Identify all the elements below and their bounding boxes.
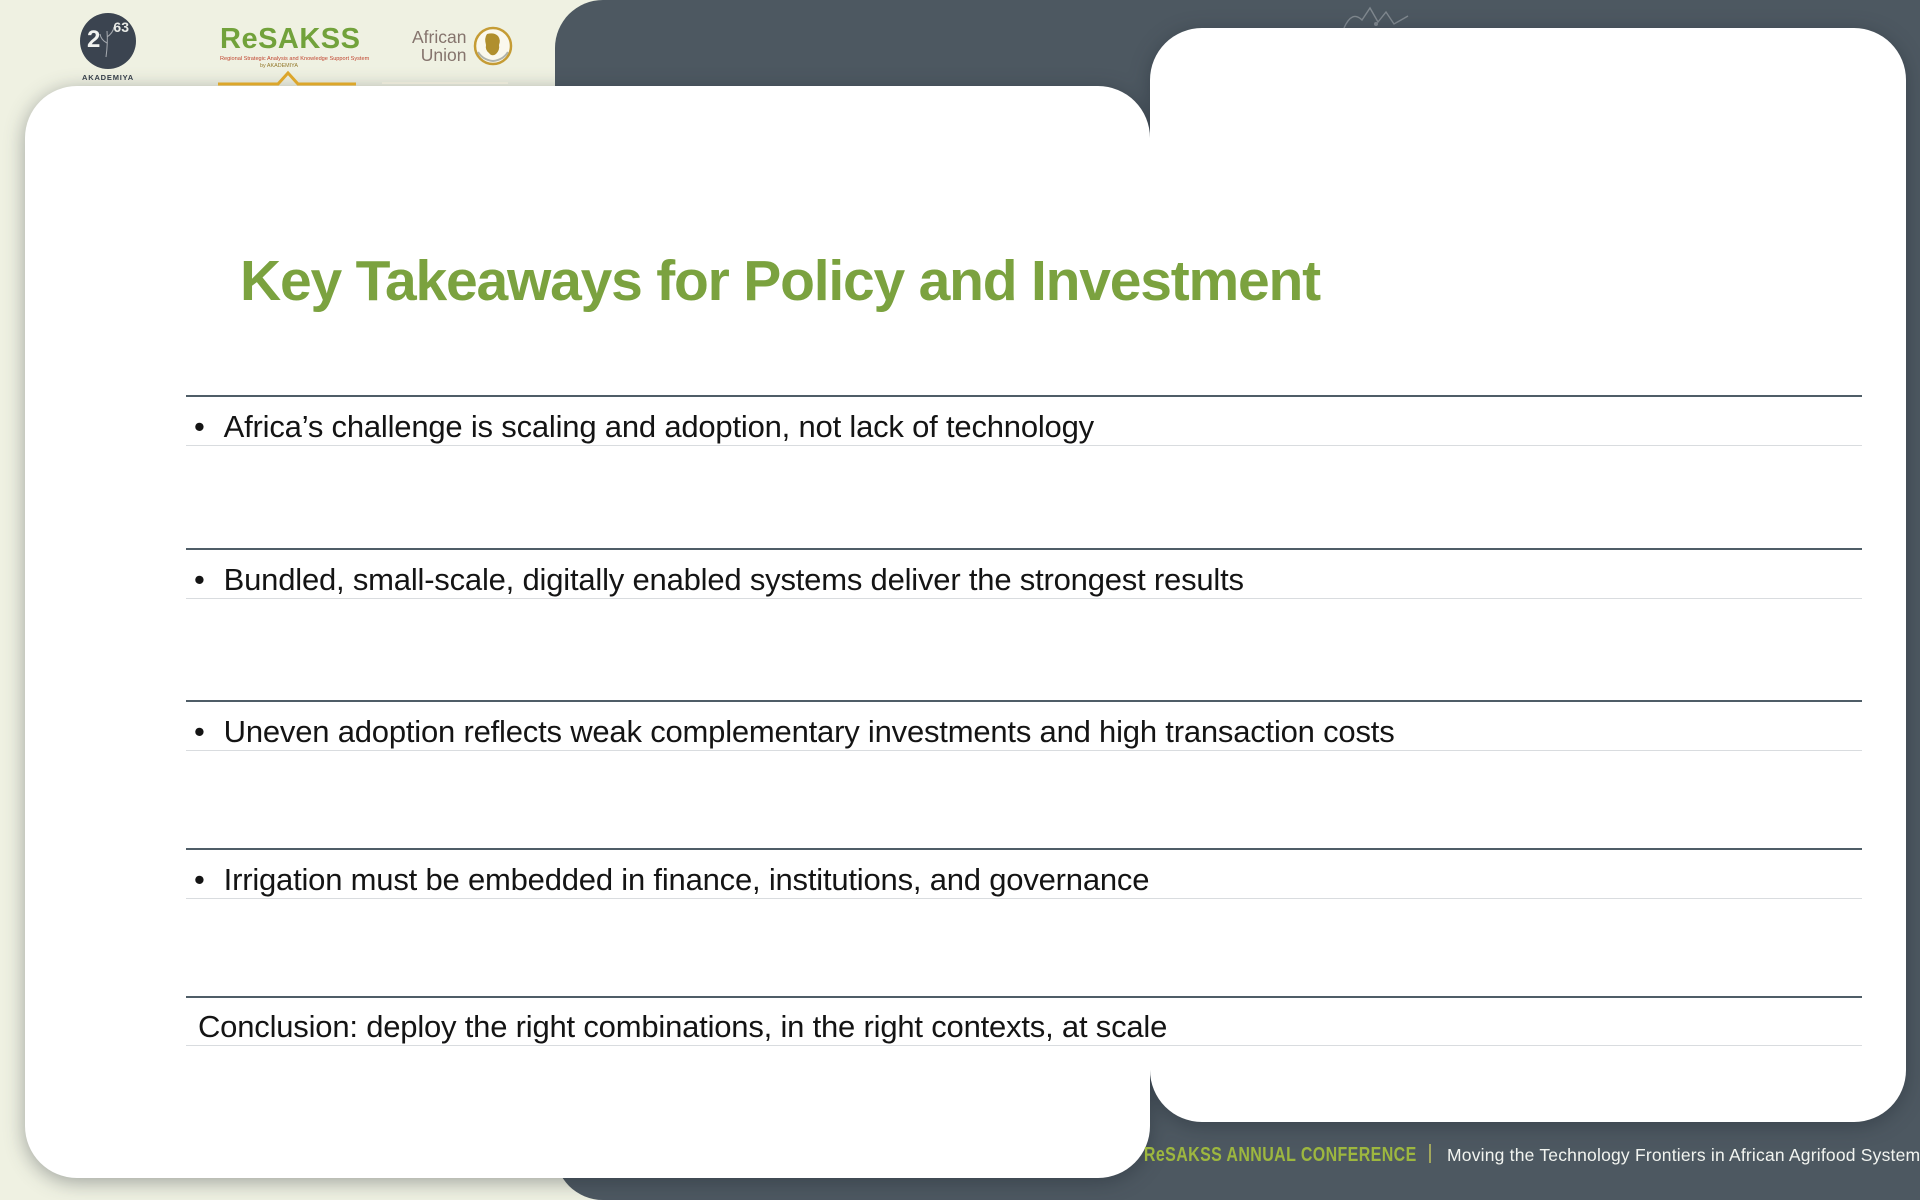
conclusion-text: Conclusion: deploy the right combination…	[198, 1009, 1168, 1044]
bullet-row: • Bundled, small-scale, digitally enable…	[186, 548, 1862, 598]
bullet-marker: •	[194, 562, 205, 597]
footer-conference-label: ReSAKSS ANNUAL CONFERENCE	[1144, 1143, 1417, 1166]
akademiya-2-text: 2	[87, 26, 101, 53]
akademiya-63-text: 63	[113, 19, 129, 35]
bullet-marker: •	[194, 409, 205, 444]
bullet-text: Bundled, small-scale, digitally enabled …	[223, 562, 1244, 597]
slide-title: Key Takeaways for Policy and Investment	[240, 249, 1321, 313]
resakss-logo: ReSAKSS Regional Strategic Analysis and …	[220, 23, 370, 70]
akademiya-sketch-icon	[99, 26, 115, 58]
resakss-wordmark: ReSAKSS	[220, 23, 361, 55]
watermark-icon	[1343, 6, 1409, 29]
resakss-byline: by AKADEMIYA	[260, 63, 298, 69]
bullet-marker: •	[194, 714, 205, 749]
bullet-marker: •	[194, 862, 205, 897]
bullet-text: Irrigation must be embedded in finance, …	[223, 862, 1150, 897]
akademiya-circle-icon: 2 63	[80, 13, 136, 69]
african-union-line2: Union	[420, 45, 467, 65]
african-union-logo: African Union	[412, 24, 516, 70]
footer-separator	[1429, 1144, 1431, 1163]
bullet-text: Africa’s challenge is scaling and adopti…	[223, 409, 1094, 444]
bullet-row: • Africa’s challenge is scaling and adop…	[186, 395, 1862, 445]
bullet-text: Uneven adoption reflects weak complement…	[223, 714, 1395, 749]
african-union-line1: African	[412, 27, 467, 48]
conclusion-row: Conclusion: deploy the right combination…	[186, 996, 1862, 1045]
akademiya-label: AKADEMIYA	[82, 73, 134, 82]
akademiya-2063-logo: 2 63 AKADEMIYA	[78, 13, 138, 82]
african-union-underline	[382, 82, 508, 84]
right-content-panel	[1150, 28, 1906, 1122]
footer-tagline: Moving the Technology Frontiers in Afric…	[1447, 1145, 1920, 1165]
bullet-row: • Irrigation must be embedded in finance…	[186, 848, 1862, 898]
african-union-emblem-icon	[474, 26, 513, 66]
resakss-gold-underline	[218, 70, 356, 86]
resakss-tagline: Regional Strategic Analysis and Knowledg…	[220, 56, 370, 62]
bullet-row: • Uneven adoption reflects weak compleme…	[186, 700, 1862, 750]
african-union-text: African Union	[412, 27, 467, 65]
